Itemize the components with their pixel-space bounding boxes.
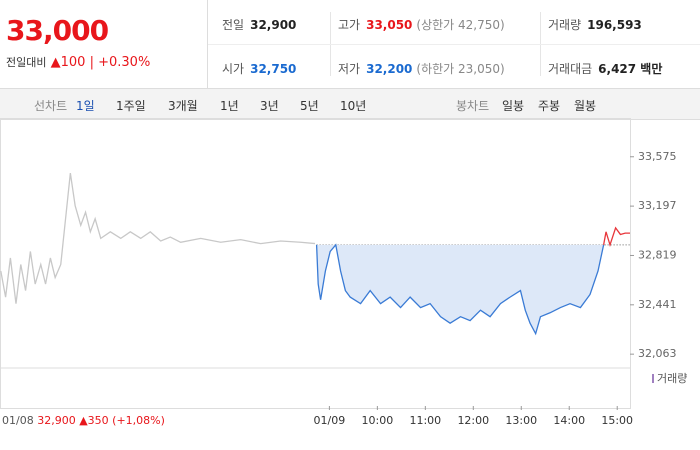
footer-part: ▲350 bbox=[79, 414, 108, 427]
stat-label: 거래량 bbox=[548, 18, 582, 32]
stat-label: 거래대금 bbox=[548, 62, 593, 76]
footer-part: 01/08 bbox=[2, 414, 34, 427]
change-pct: +0.30% bbox=[98, 55, 151, 70]
stat-value: 6,427 백만 bbox=[598, 62, 663, 76]
plot-frame bbox=[0, 118, 631, 409]
footer-part: 32,900 bbox=[37, 414, 76, 427]
x-tick-label: 10:00 bbox=[362, 414, 394, 427]
tab[interactable]: 일봉 bbox=[502, 99, 525, 113]
stat-label: 고가 bbox=[338, 18, 361, 32]
stat: 저가 32,200 (하한가 23,050) bbox=[338, 60, 505, 77]
price: 33,000 bbox=[6, 14, 109, 47]
tab-bar: 선차트 1일 1주일 3개월 1년 3년 5년 10년 봉차트 일봉 주봉 월봉 bbox=[0, 88, 700, 120]
chart: 거래량 33,575 33,197 32,819 32,441 32,063 01/09 10… bbox=[0, 118, 687, 427]
volume-label: 거래량 bbox=[657, 372, 687, 385]
price-box: 33,000 전일대비 ▲100 | +0.30% bbox=[0, 0, 208, 88]
y-tick-label: 33,575 bbox=[638, 150, 677, 163]
x-tick-label: 14:00 bbox=[553, 414, 585, 427]
stat-extra: (상한가 42,750) bbox=[416, 18, 505, 32]
tab[interactable]: 1일 bbox=[76, 99, 95, 113]
stat: 고가 33,050 (상한가 42,750) bbox=[338, 16, 505, 33]
divider bbox=[208, 44, 700, 45]
stat-label: 저가 bbox=[338, 62, 361, 76]
tab[interactable]: 주봉 bbox=[538, 99, 561, 113]
tab-group-label: 봉차트 bbox=[456, 99, 490, 113]
x-tick-label: 13:00 bbox=[505, 414, 537, 427]
change-value: 100 bbox=[60, 55, 86, 70]
change: 전일대비 ▲100 | +0.30% bbox=[6, 55, 151, 70]
y-tick-label: 32,441 bbox=[638, 298, 677, 311]
stat-value: 33,050 bbox=[366, 18, 413, 32]
y-tick-label: 32,063 bbox=[638, 347, 677, 360]
stat-extra: (하한가 23,050) bbox=[416, 62, 505, 76]
tab[interactable]: 1년 bbox=[220, 99, 239, 113]
stat-label: 전일 bbox=[222, 18, 245, 32]
tab[interactable]: 10년 bbox=[340, 99, 367, 113]
footer: 01/08 32,900 ▲350 (+1,08%) bbox=[2, 414, 165, 427]
stat-value: 32,200 bbox=[366, 62, 413, 76]
line bbox=[0, 172, 316, 304]
stat: 시가 32,750 bbox=[222, 60, 296, 77]
x-tick-label: 11:00 bbox=[409, 414, 441, 427]
tab[interactable]: 3개월 bbox=[168, 99, 198, 113]
x-tick-label: 15:00 bbox=[601, 414, 633, 427]
change-label: 전일대비 bbox=[6, 56, 47, 69]
volume-legend-swatch bbox=[652, 374, 654, 383]
area bbox=[316, 244, 604, 334]
x-tick-label: 01/09 bbox=[314, 414, 346, 427]
tab-group-label: 선차트 bbox=[34, 99, 68, 113]
tab[interactable]: 월봉 bbox=[574, 99, 597, 113]
stat-value: 32,750 bbox=[250, 62, 297, 76]
x-tick-label: 12:00 bbox=[457, 414, 489, 427]
line bbox=[315, 243, 605, 336]
footer-part: (+1,08%) bbox=[112, 414, 165, 427]
y-tick-label: 32,819 bbox=[638, 248, 677, 261]
stat: 전일 32,900 bbox=[222, 16, 296, 33]
stat-value: 32,900 bbox=[250, 18, 297, 32]
tab[interactable]: 1주일 bbox=[116, 99, 146, 113]
stat-label: 시가 bbox=[222, 62, 245, 76]
stat-value: 196,593 bbox=[587, 18, 642, 32]
stat: 거래대금 6,427 백만 bbox=[548, 60, 662, 77]
tab[interactable]: 5년 bbox=[300, 99, 319, 113]
y-tick-label: 33,197 bbox=[638, 199, 677, 212]
line bbox=[602, 226, 630, 248]
tab[interactable]: 3년 bbox=[260, 99, 279, 113]
stat: 거래량 196,593 bbox=[548, 16, 642, 33]
